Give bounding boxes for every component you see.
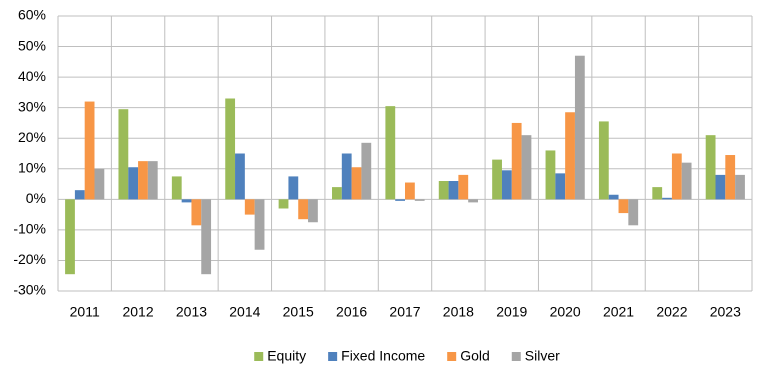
bar xyxy=(298,199,309,220)
legend-swatch xyxy=(254,352,264,361)
bar xyxy=(351,167,362,200)
y-tick-label: 60% xyxy=(18,7,46,23)
bar xyxy=(715,174,726,200)
x-tick-label: 2018 xyxy=(443,304,474,320)
x-tick-label: 2014 xyxy=(229,304,260,320)
bar xyxy=(545,150,556,200)
legend-swatch xyxy=(328,352,338,361)
y-tick-label: 20% xyxy=(18,129,46,145)
bar xyxy=(94,168,105,200)
bar xyxy=(598,121,609,200)
bar xyxy=(244,199,255,215)
bar xyxy=(235,153,245,200)
bar xyxy=(65,199,75,275)
bar xyxy=(448,181,459,200)
bar xyxy=(74,190,85,200)
bar xyxy=(341,153,352,200)
bar xyxy=(662,197,672,200)
bar xyxy=(618,199,629,214)
legend-swatch xyxy=(447,352,457,361)
x-tick-label: 2017 xyxy=(389,304,420,320)
x-tick-label: 2022 xyxy=(656,304,687,320)
bar xyxy=(705,135,716,200)
bar xyxy=(565,112,575,200)
bar xyxy=(492,159,502,200)
y-tick-label: -10% xyxy=(13,221,46,237)
legend-label: Gold xyxy=(460,348,490,364)
y-tick-label: 40% xyxy=(18,68,46,84)
bar xyxy=(181,199,192,203)
bar xyxy=(405,182,415,200)
legend-label: Fixed Income xyxy=(341,348,425,364)
bar xyxy=(147,161,158,200)
x-tick-label: 2019 xyxy=(496,304,527,320)
bar xyxy=(521,135,532,200)
x-tick-label: 2021 xyxy=(603,304,634,320)
bar xyxy=(468,199,478,203)
bar xyxy=(501,170,512,200)
y-tick-label: 50% xyxy=(18,37,46,53)
bar xyxy=(128,167,139,200)
bar xyxy=(414,199,425,201)
x-tick-label: 2011 xyxy=(70,304,100,320)
bar xyxy=(332,187,342,200)
x-tick-label: 2023 xyxy=(710,304,741,320)
legend-label: Equity xyxy=(267,348,306,364)
x-tick-label: 2020 xyxy=(550,304,581,320)
bar xyxy=(555,173,566,200)
x-tick-label: 2012 xyxy=(122,304,153,320)
bar xyxy=(191,199,202,226)
y-tick-label: 0% xyxy=(26,190,46,206)
bar xyxy=(681,162,692,200)
bar xyxy=(118,109,129,200)
bar xyxy=(288,176,299,200)
bar xyxy=(652,187,663,200)
bar xyxy=(725,155,736,200)
bar xyxy=(278,199,289,209)
legend-swatch xyxy=(511,352,521,361)
bar xyxy=(84,101,95,200)
x-tick-label: 2015 xyxy=(283,304,314,320)
bar xyxy=(225,98,236,200)
x-tick-label: 2016 xyxy=(336,304,367,320)
bar xyxy=(138,161,148,200)
bar xyxy=(608,194,619,200)
bar xyxy=(438,181,449,200)
legend-label: Silver xyxy=(525,348,560,364)
y-tick-label: -20% xyxy=(13,251,46,267)
bar xyxy=(458,174,469,200)
bar xyxy=(628,199,639,226)
bar xyxy=(171,176,182,200)
bar xyxy=(385,106,396,200)
y-tick-label: 30% xyxy=(18,98,46,114)
x-tick-label: 2013 xyxy=(176,304,207,320)
bar xyxy=(511,122,522,200)
bar xyxy=(361,142,372,200)
bar xyxy=(574,55,585,200)
bar xyxy=(671,153,682,200)
bar xyxy=(395,199,405,201)
bar xyxy=(254,199,265,250)
bar xyxy=(308,199,318,223)
y-tick-label: 10% xyxy=(18,159,46,175)
y-tick-label: -30% xyxy=(13,282,46,298)
bar xyxy=(735,174,745,200)
bar xyxy=(201,199,212,275)
